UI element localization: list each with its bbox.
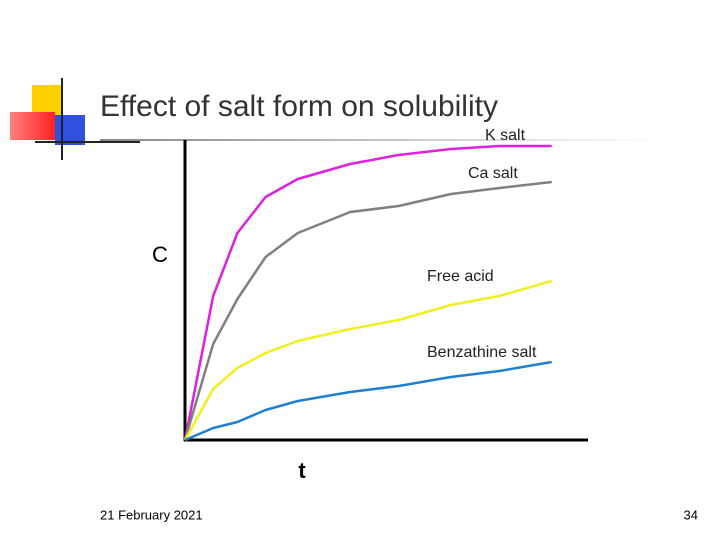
page-number: 34 <box>684 507 698 522</box>
title-rule <box>100 139 660 141</box>
series-label: Benzathine salt <box>427 344 537 361</box>
x-axis-label: t <box>298 458 306 483</box>
footer-date: 21 February 2021 <box>100 507 203 522</box>
series-line <box>183 180 552 441</box>
series-label: K salt <box>485 127 526 144</box>
series-label: Ca salt <box>468 165 518 182</box>
series-line <box>183 144 552 441</box>
slide-title: Effect of salt form on solubility <box>100 90 498 123</box>
logo <box>10 78 140 160</box>
series-line <box>184 360 552 442</box>
y-axis-label: C <box>152 242 168 267</box>
series-line <box>183 279 553 441</box>
series-label: Free acid <box>427 268 494 285</box>
